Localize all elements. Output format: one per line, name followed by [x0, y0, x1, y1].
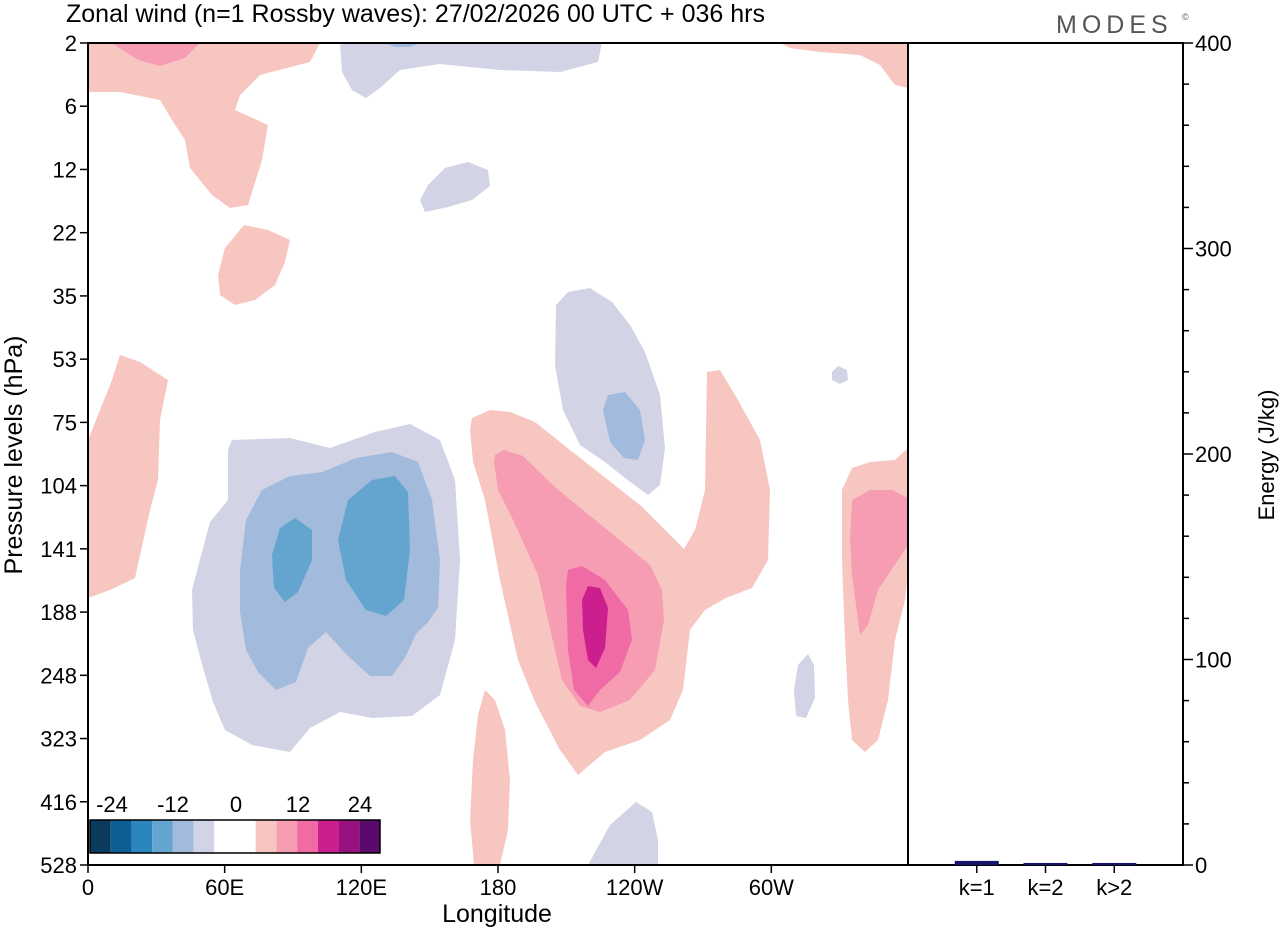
brand-logo: MODES: [1056, 11, 1173, 39]
longitude-tick-label: 0: [82, 875, 94, 900]
colorbar-swatch: [317, 820, 339, 853]
colorbar-outline: [89, 819, 381, 854]
y-axis-title: Pressure levels (hPa): [0, 336, 28, 575]
colorbar-swatch: [152, 820, 173, 853]
pressure-tick-label: 22: [53, 221, 77, 246]
pressure-tick-label: 528: [40, 853, 77, 878]
colorbar-swatch: [255, 820, 277, 853]
longitude-tick-label: 120W: [606, 875, 664, 900]
wavenumber-label: k=1: [959, 875, 995, 900]
longitude-tick-label: 180: [480, 875, 517, 900]
pressure-tick-label: 6: [65, 94, 77, 119]
colorbar-swatch: [297, 820, 318, 853]
negative-core-west: [272, 518, 312, 602]
colorbar-swatch: [193, 820, 215, 853]
chart-title: Zonal wind (n=1 Rossby waves): 27/02/202…: [66, 0, 765, 28]
energy-bar: [1023, 862, 1068, 865]
pressure-tick-label: 75: [53, 410, 77, 435]
colorbar-swatch: [172, 820, 194, 853]
colorbar-label: -12: [157, 792, 189, 817]
positive-region-22hpa: [218, 225, 290, 305]
pressure-tick-label: 323: [40, 727, 77, 752]
negative-region-small-60w-248hpa: [794, 654, 815, 718]
colorbar-label: 12: [286, 792, 310, 817]
bar-panel-frame: [907, 42, 1184, 866]
positive-region-top-left-core: [112, 43, 200, 66]
colorbar-swatch: [214, 820, 235, 853]
energy-bar: [1092, 862, 1137, 865]
wavenumber-axis: k=1 k=2 k>2: [959, 865, 1132, 900]
negative-region-bottom: [588, 802, 658, 865]
negative-region-small-60w-53hpa: [832, 366, 848, 384]
energy-tick-label: 0: [1195, 853, 1207, 878]
longitude-tick-label: 60W: [749, 875, 794, 900]
pressure-tick-label: 248: [40, 663, 77, 688]
negative-region-top: [340, 43, 602, 98]
wavenumber-label: k=2: [1027, 875, 1063, 900]
longitude-tick-label: 60E: [205, 875, 244, 900]
colorbar-swatch: [338, 820, 360, 853]
energy-axis: 0 100 200 300 400: [1183, 31, 1232, 878]
positive-core-right-edge: [850, 490, 908, 635]
colorbar-swatch: [131, 820, 153, 853]
colorbar-label: -24: [96, 792, 128, 817]
x-axis-title: Longitude: [442, 900, 552, 928]
positive-region-top-left: [88, 43, 320, 208]
pressure-tick-label: 12: [53, 157, 77, 182]
energy-tick-label: 100: [1195, 648, 1232, 673]
positive-region-top-right: [780, 43, 908, 88]
colorbar-swatch: [359, 820, 380, 853]
negative-core-east: [338, 476, 410, 616]
positive-region-bottom: [470, 690, 510, 865]
pressure-tick-label: 2: [65, 31, 77, 56]
pressure-tick-label: 104: [40, 474, 77, 499]
pressure-tick-label: 188: [40, 600, 77, 625]
colorbar-label: 24: [348, 792, 372, 817]
positive-core-max: [582, 586, 608, 668]
pressure-tick-label: 35: [53, 284, 77, 309]
energy-tick-label: 400: [1195, 31, 1232, 56]
energy-tick-label: 300: [1195, 237, 1232, 262]
energy-bars: [954, 860, 1137, 865]
positive-region-left-edge: [88, 355, 168, 598]
colorbar-swatch: [235, 820, 256, 853]
pressure-tick-label: 53: [53, 347, 77, 372]
colorbar-label: 0: [230, 792, 242, 817]
pressure-tick-label: 416: [40, 790, 77, 815]
energy-tick-label: 200: [1195, 442, 1232, 467]
colorbar: -24 -12 0 12 24: [89, 792, 381, 854]
colorbar-swatch: [90, 820, 111, 853]
pressure-axis: 2 6 12 22 35 53 75 104 141 188 248 323 416 528: [40, 31, 88, 878]
energy-axis-title: Energy (J/kg): [1254, 390, 1279, 521]
wavenumber-label: k>2: [1096, 875, 1132, 900]
longitude-tick-label: 120E: [336, 875, 387, 900]
pressure-tick-label: 141: [40, 537, 77, 562]
negative-core-mid-right: [603, 392, 645, 460]
colorbar-swatch: [110, 820, 132, 853]
longitude-axis: 0 60E 120E 180 120W 60W: [82, 865, 794, 900]
contour-field: [88, 43, 908, 865]
negative-region-small-12hpa: [420, 162, 490, 212]
brand-copyright-mark: ©: [1182, 12, 1189, 22]
energy-bar: [954, 860, 999, 865]
colorbar-swatch: [276, 820, 298, 853]
